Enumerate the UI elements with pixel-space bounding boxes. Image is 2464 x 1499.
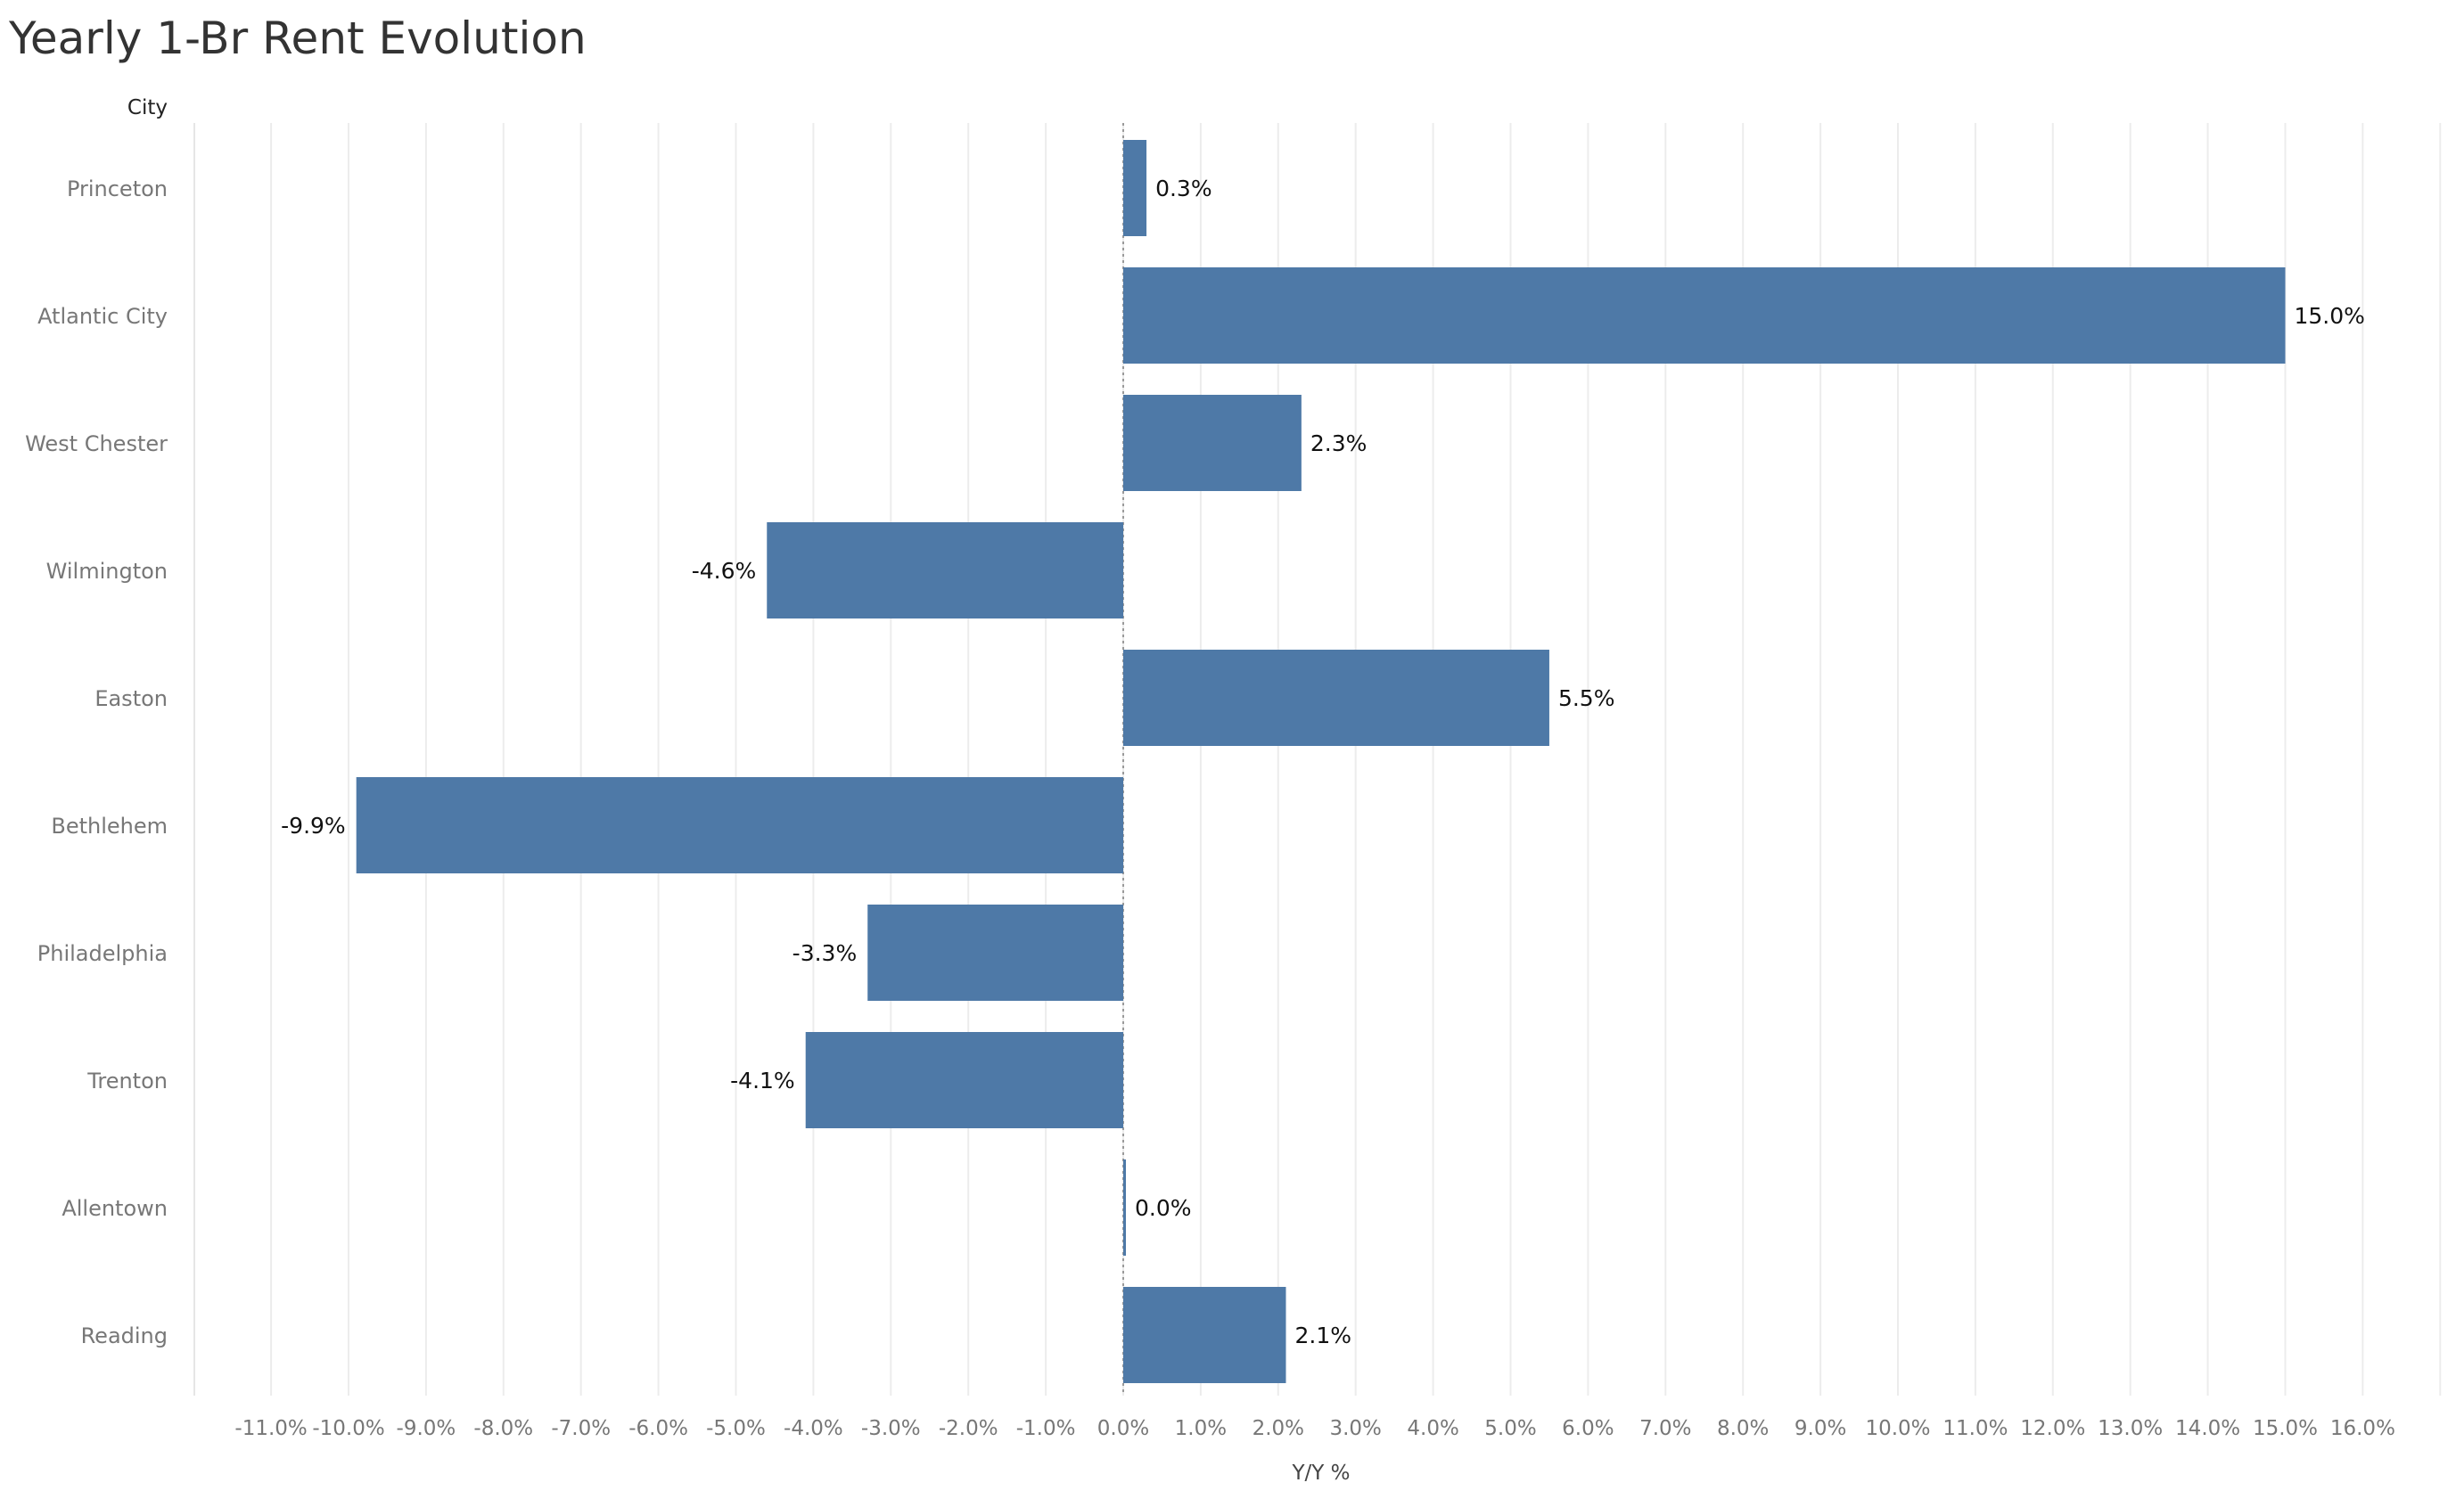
data-label: 5.5%	[1558, 685, 1615, 711]
data-label: -4.6%	[692, 558, 757, 584]
data-label: -9.9%	[281, 813, 346, 839]
x-tick-label: 15.0%	[2253, 1417, 2318, 1440]
row-header-city: City	[127, 96, 168, 119]
x-tick-label: 13.0%	[2098, 1417, 2163, 1440]
bar	[1123, 1159, 1126, 1256]
x-tick-label: 9.0%	[1795, 1417, 1846, 1440]
x-tick-label: 3.0%	[1329, 1417, 1381, 1440]
bar	[1123, 1287, 1286, 1383]
chart-title: Yearly 1-Br Rent Evolution	[9, 12, 587, 64]
x-tick-label: 10.0%	[1865, 1417, 1930, 1440]
x-tick-label: -5.0%	[706, 1417, 766, 1440]
gridlines	[193, 123, 2442, 1396]
data-label: 15.0%	[2295, 303, 2365, 329]
city-label: Easton	[94, 686, 168, 711]
x-tick-label: -6.0%	[628, 1417, 688, 1440]
x-axis-ticks: -11.0% -10.0% -9.0% -8.0% -7.0% -6.0% -5.0% -4.…	[234, 1417, 2395, 1440]
x-tick-label: -2.0%	[939, 1417, 998, 1440]
city-label: Atlantic City	[37, 304, 168, 329]
city-label: Reading	[81, 1323, 168, 1348]
bar	[805, 1032, 1123, 1128]
city-label: Philadelphia	[37, 941, 168, 966]
x-tick-label: -10.0%	[312, 1417, 384, 1440]
x-tick-label: 16.0%	[2330, 1417, 2395, 1440]
x-tick-label: 8.0%	[1717, 1417, 1769, 1440]
bar	[1123, 650, 1549, 746]
x-tick-label: -7.0%	[551, 1417, 611, 1440]
x-tick-label: 7.0%	[1639, 1417, 1691, 1440]
bars: Princeton 0.3% Atlantic City 15.0% West Ches…	[25, 140, 2365, 1383]
x-axis-title: Y/Y %	[1291, 1462, 1350, 1485]
x-tick-label: 14.0%	[2175, 1417, 2240, 1440]
x-tick-label: 5.0%	[1484, 1417, 1536, 1440]
x-tick-label: 11.0%	[1942, 1417, 2008, 1440]
x-tick-label: -8.0%	[473, 1417, 533, 1440]
x-tick-label: -3.0%	[861, 1417, 921, 1440]
x-tick-label: -4.0%	[784, 1417, 843, 1440]
city-label: Princeton	[67, 176, 168, 201]
data-label: 0.3%	[1155, 176, 1212, 201]
bar	[867, 905, 1123, 1001]
x-tick-label: -11.0%	[234, 1417, 307, 1440]
x-tick-label: 2.0%	[1253, 1417, 1304, 1440]
x-tick-label: 1.0%	[1175, 1417, 1227, 1440]
bar	[1123, 140, 1147, 236]
data-label: 2.3%	[1310, 430, 1368, 456]
bar	[1123, 267, 2286, 364]
city-label: Trenton	[86, 1069, 168, 1094]
x-tick-label: 6.0%	[1562, 1417, 1614, 1440]
x-tick-label: -9.0%	[397, 1417, 456, 1440]
bar	[1123, 395, 1302, 491]
bar	[767, 522, 1123, 618]
bar	[356, 777, 1123, 873]
city-label: Wilmington	[46, 559, 168, 584]
city-label: Bethlehem	[51, 814, 168, 839]
data-label: 2.1%	[1294, 1323, 1351, 1348]
x-tick-label: 0.0%	[1097, 1417, 1149, 1440]
data-label: -3.3%	[793, 940, 858, 966]
x-tick-label: -1.0%	[1016, 1417, 1076, 1440]
city-label: Allentown	[62, 1196, 168, 1221]
x-tick-label: 12.0%	[2020, 1417, 2085, 1440]
x-tick-label: 4.0%	[1407, 1417, 1458, 1440]
data-label: 0.0%	[1135, 1195, 1192, 1221]
data-label: -4.1%	[730, 1068, 795, 1094]
city-label: West Chester	[25, 431, 168, 456]
